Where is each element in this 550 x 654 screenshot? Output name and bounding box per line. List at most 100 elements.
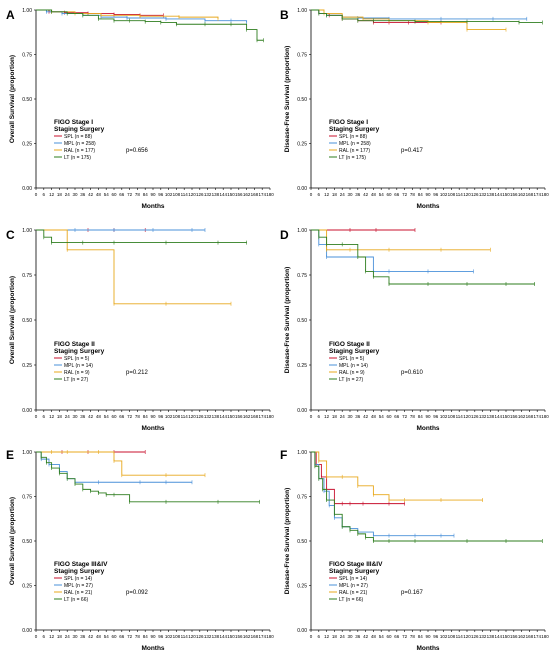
y-axis-label: Overall Survival (proportion) bbox=[9, 497, 16, 585]
km-curve-lt bbox=[36, 451, 260, 503]
x-tick-label: 96 bbox=[433, 414, 439, 419]
x-tick-label: 24 bbox=[65, 192, 71, 197]
x-tick-label: 42 bbox=[363, 634, 369, 639]
x-tick-label: 126 bbox=[196, 634, 204, 639]
legend-entry: MPL (n = 258) bbox=[64, 141, 96, 147]
p-value: p=0.167 bbox=[401, 590, 424, 596]
y-tick-label: 0.75 bbox=[297, 495, 307, 501]
x-tick-label: 0 bbox=[35, 414, 38, 419]
x-tick-label: 6 bbox=[318, 192, 321, 197]
x-tick-label: 180 bbox=[541, 634, 549, 639]
x-tick-label: 180 bbox=[266, 634, 274, 639]
km-curve-ral bbox=[311, 9, 506, 31]
x-tick-label: 180 bbox=[266, 192, 274, 197]
x-tick-label: 24 bbox=[340, 192, 346, 197]
x-tick-label: 90 bbox=[425, 192, 431, 197]
x-tick-label: 42 bbox=[88, 192, 94, 197]
x-tick-label: 168 bbox=[251, 414, 259, 419]
y-tick-label: 0.25 bbox=[22, 142, 32, 148]
x-tick-label: 60 bbox=[386, 634, 392, 639]
y-tick-label: 0.75 bbox=[22, 273, 32, 279]
legend-title: FIGO Stage I bbox=[329, 119, 368, 126]
km-curve-lt bbox=[311, 229, 535, 285]
legend-title: FIGO Stage III&IV bbox=[54, 561, 108, 568]
x-tick-label: 156 bbox=[510, 414, 518, 419]
x-axis-label: Months bbox=[416, 645, 439, 652]
x-tick-label: 150 bbox=[227, 634, 235, 639]
x-tick-label: 150 bbox=[502, 414, 510, 419]
x-tick-label: 162 bbox=[518, 192, 526, 197]
y-tick-label: 0.75 bbox=[22, 495, 32, 501]
x-tick-label: 138 bbox=[487, 192, 495, 197]
panel-a: A0.000.250.500.751.000 6 12 18 24 30 36 42 48 54 6… bbox=[6, 8, 274, 210]
x-tick-label: 12 bbox=[324, 192, 330, 197]
x-tick-label: 126 bbox=[196, 414, 204, 419]
legend-title: Staging Surgery bbox=[329, 126, 380, 133]
x-tick-label: 66 bbox=[119, 192, 125, 197]
p-value: p=0.212 bbox=[126, 370, 149, 376]
x-tick-label: 48 bbox=[96, 192, 102, 197]
x-tick-label: 48 bbox=[96, 634, 102, 639]
km-curve-ral bbox=[311, 229, 491, 251]
legend-entry: LT (n = 175) bbox=[339, 155, 366, 161]
x-tick-label: 18 bbox=[332, 192, 338, 197]
legend-title: FIGO Stage II bbox=[329, 341, 370, 348]
x-tick-label: 36 bbox=[80, 414, 86, 419]
x-tick-label: 30 bbox=[72, 634, 78, 639]
x-tick-label: 162 bbox=[243, 414, 251, 419]
legend-entry: MPL (n = 27) bbox=[339, 583, 368, 589]
y-tick-label: 0.00 bbox=[297, 186, 307, 192]
legend-title: Staging Surgery bbox=[329, 568, 380, 575]
panel-letter: E bbox=[6, 448, 14, 462]
legend-entry: RAL (n = 21) bbox=[339, 590, 368, 596]
x-tick-label: 84 bbox=[418, 414, 424, 419]
x-tick-label: 30 bbox=[347, 634, 353, 639]
x-tick-label: 120 bbox=[463, 414, 471, 419]
x-tick-label: 0 bbox=[310, 414, 313, 419]
x-tick-label: 48 bbox=[371, 634, 377, 639]
x-tick-label: 18 bbox=[57, 192, 63, 197]
legend-entry: RAL (n = 21) bbox=[64, 590, 93, 596]
x-tick-label: 168 bbox=[526, 634, 534, 639]
x-tick-label: 162 bbox=[243, 192, 251, 197]
x-tick-label: 24 bbox=[65, 634, 71, 639]
x-axis-label: Months bbox=[141, 203, 164, 210]
km-curve-lt bbox=[36, 9, 264, 41]
y-tick-label: 0.50 bbox=[297, 539, 307, 545]
y-tick-label: 0.75 bbox=[297, 273, 307, 279]
x-tick-label: 132 bbox=[204, 414, 212, 419]
x-tick-label: 60 bbox=[111, 414, 117, 419]
y-axis-label: Overall Survival (proportion) bbox=[9, 55, 16, 143]
km-curve-ral bbox=[36, 451, 205, 476]
km-curve-ral bbox=[311, 451, 483, 501]
legend-entry: LT (n = 66) bbox=[64, 597, 88, 603]
x-tick-label: 54 bbox=[379, 634, 385, 639]
x-tick-label: 174 bbox=[533, 634, 541, 639]
x-tick-label: 156 bbox=[235, 414, 243, 419]
legend-entry: LT (n = 27) bbox=[339, 377, 363, 383]
y-tick-label: 1.00 bbox=[297, 8, 307, 14]
legend-entry: RAL (n = 9) bbox=[339, 370, 365, 376]
x-tick-label: 126 bbox=[471, 192, 479, 197]
panel-d: D0.000.250.500.751.000 6 12 18 24 30 36 42 48 54 6… bbox=[280, 228, 549, 432]
y-tick-label: 0.75 bbox=[297, 53, 307, 59]
y-tick-label: 1.00 bbox=[22, 8, 32, 14]
y-tick-label: 0.25 bbox=[297, 142, 307, 148]
legend-title: FIGO Stage III&IV bbox=[329, 561, 383, 568]
x-tick-label: 168 bbox=[526, 192, 534, 197]
y-tick-label: 1.00 bbox=[297, 450, 307, 456]
km-curve-mpl bbox=[311, 451, 454, 537]
x-tick-label: 168 bbox=[526, 414, 534, 419]
km-curve-mpl bbox=[36, 451, 192, 483]
x-tick-label: 72 bbox=[402, 192, 408, 197]
x-tick-label: 42 bbox=[88, 634, 94, 639]
x-tick-label: 132 bbox=[204, 192, 212, 197]
legend-title: FIGO Stage I bbox=[54, 119, 93, 126]
x-tick-label: 132 bbox=[479, 634, 487, 639]
legend-title: Staging Surgery bbox=[54, 568, 105, 575]
legend-title: Staging Surgery bbox=[54, 126, 105, 133]
x-tick-label: 60 bbox=[111, 192, 117, 197]
legend-entry: LT (n = 66) bbox=[339, 597, 363, 603]
x-tick-label: 174 bbox=[258, 414, 266, 419]
x-tick-label: 84 bbox=[143, 414, 149, 419]
